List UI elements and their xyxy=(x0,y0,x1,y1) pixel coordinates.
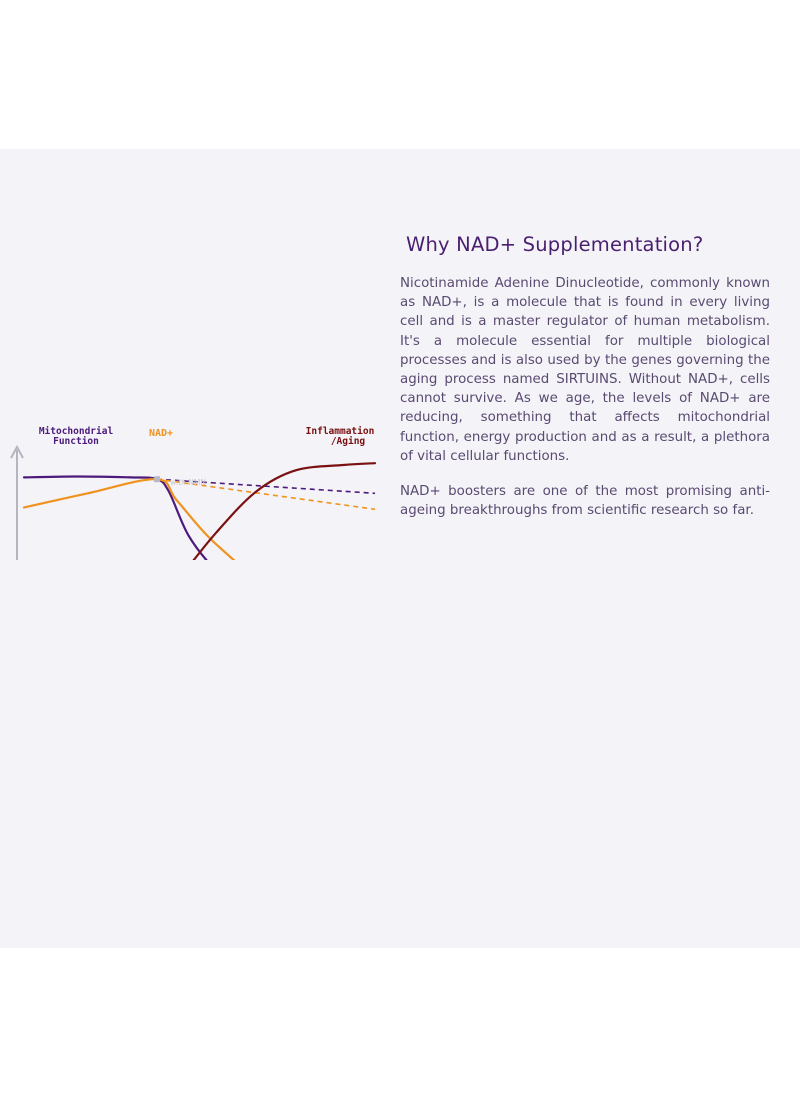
series-layer xyxy=(22,462,377,560)
legend-mitochondrial-line1: Mitochondrial xyxy=(39,426,114,437)
legend-inflammation-line2: /Aging xyxy=(331,436,366,447)
page-title: Why NAD+ Supplementation? xyxy=(406,233,704,256)
legend-mitochondrial-line2: Function xyxy=(53,436,99,447)
text-column: Why NAD+ Supplementation? Nicotinamide A… xyxy=(400,233,770,520)
legend-nad: NAD+ xyxy=(149,428,173,439)
series-nad-line xyxy=(22,478,236,560)
paragraph-nad-boosters: NAD+ boosters are one of the most promis… xyxy=(400,484,770,519)
peak-marker xyxy=(154,476,160,483)
content-panel xyxy=(0,149,800,948)
annotation-with-nmn: with NMN xyxy=(170,478,206,487)
nad-aging-chart: Mitochondrial Function NAD+ Inflammation… xyxy=(0,270,390,560)
paragraph-nad-intro: Nicotinamide Adenine Dinucleotide, commo… xyxy=(400,276,770,464)
series-inflammation-aging-line xyxy=(192,462,377,560)
chart-svg: Mitochondrial Function NAD+ Inflammation… xyxy=(10,426,377,560)
legend-inflammation-line1: Inflammation xyxy=(306,426,375,437)
series-mitochondrial-function-line xyxy=(22,475,208,560)
y-axis-arrow xyxy=(10,444,24,459)
series-mitochondrial-function-with-nmn-line xyxy=(156,478,376,495)
series-nad-with-nmn-line xyxy=(156,478,376,511)
